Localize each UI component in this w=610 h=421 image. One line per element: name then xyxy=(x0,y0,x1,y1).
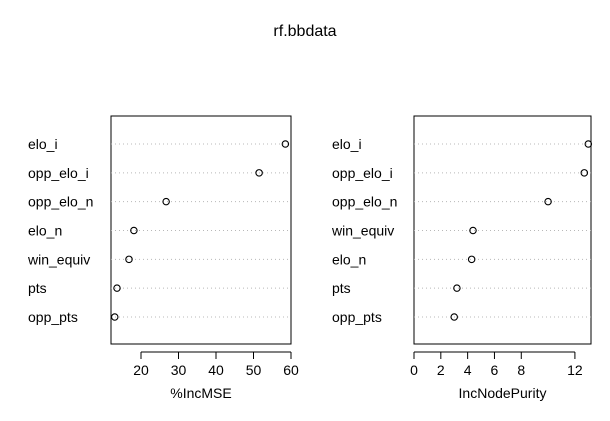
x-tick-label: 40 xyxy=(208,362,224,378)
x-tick-label: 6 xyxy=(491,362,499,378)
data-point xyxy=(130,226,138,235)
data-point xyxy=(125,255,133,264)
category-label: pts xyxy=(28,280,47,296)
data-point xyxy=(255,169,263,177)
data-point xyxy=(453,284,461,292)
category-label: opp_pts xyxy=(28,309,78,325)
data-point xyxy=(113,284,121,292)
category-label: opp_elo_i xyxy=(28,165,89,181)
data-point xyxy=(111,313,119,321)
category-label: opp_elo_n xyxy=(28,194,93,210)
data-point xyxy=(450,313,458,321)
data-point xyxy=(469,226,477,235)
x-tick-label: 20 xyxy=(133,362,149,378)
category-label: elo_i xyxy=(28,136,58,152)
chart-title: rf.bbdata xyxy=(273,23,336,40)
x-axis-label: IncNodePurity xyxy=(459,385,547,401)
x-axis-label: %IncMSE xyxy=(170,385,231,401)
x-tick-label: 2 xyxy=(437,362,445,378)
panel-1: elo_i opp_elo_i opp_elo_n elo_n win_equivpts… xyxy=(27,115,299,401)
category-label: elo_i xyxy=(332,136,362,152)
data-point xyxy=(162,197,170,206)
category-label: opp_pts xyxy=(332,309,382,325)
category-label: elo_n xyxy=(332,251,366,267)
x-tick-label: 60 xyxy=(283,362,299,378)
data-point xyxy=(467,255,476,264)
x-tick-label: 8 xyxy=(517,362,525,378)
x-tick-label: 30 xyxy=(171,362,187,378)
category-label: elo_n xyxy=(28,222,62,238)
x-tick-label: 50 xyxy=(246,362,262,378)
category-label: win_equiv xyxy=(331,222,394,238)
category-label: win_equiv xyxy=(27,251,90,267)
data-point xyxy=(544,197,552,206)
category-label: opp_elo_n xyxy=(332,194,397,210)
category-label: opp_elo_i xyxy=(332,165,393,181)
data-point xyxy=(281,140,290,148)
x-tick-label: 4 xyxy=(464,362,472,378)
panel-2: elo_i opp_elo_i opp_elo_n win_equiv elo_npts… xyxy=(331,115,593,401)
x-tick-label: 0 xyxy=(410,362,418,378)
category-label: pts xyxy=(332,280,351,296)
x-tick-label: 12 xyxy=(567,362,583,378)
data-point xyxy=(580,169,589,177)
data-point xyxy=(584,140,593,148)
